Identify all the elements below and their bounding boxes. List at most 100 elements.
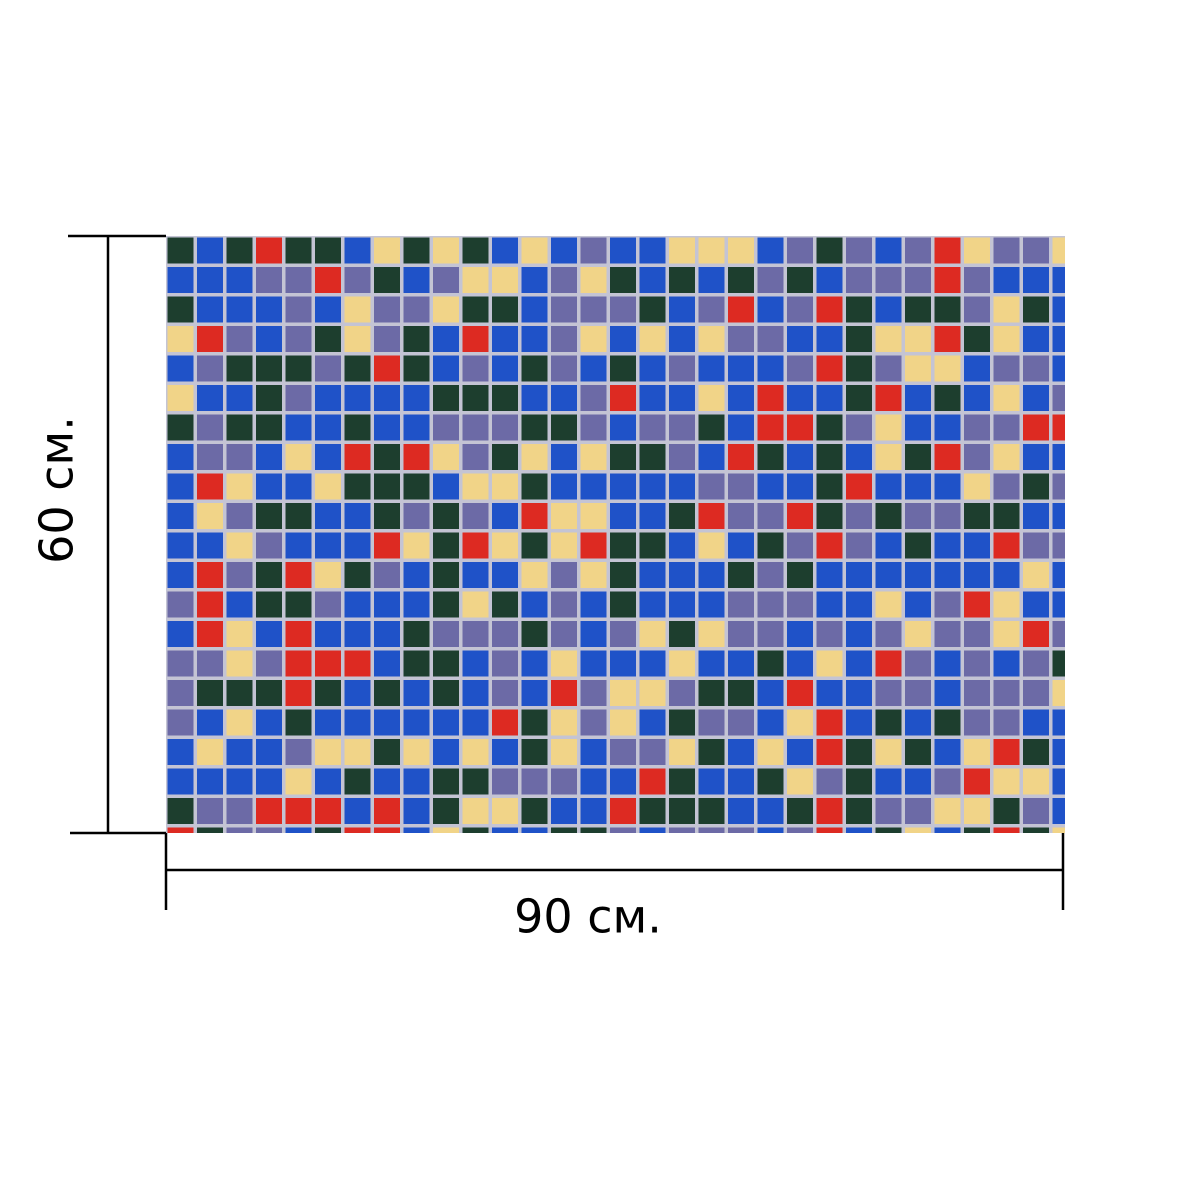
tile [226, 650, 253, 677]
tile [728, 827, 754, 833]
tile [610, 532, 636, 559]
tile [698, 296, 725, 323]
tile [551, 650, 577, 677]
tile [285, 680, 312, 706]
tile [580, 739, 607, 765]
tile [698, 739, 725, 765]
tile [1023, 827, 1049, 833]
tile [462, 827, 489, 833]
tile [167, 621, 194, 647]
tile [374, 591, 400, 618]
tile [433, 680, 459, 706]
tile [285, 473, 312, 500]
tile [639, 385, 666, 411]
tile [226, 591, 253, 618]
tile [315, 709, 341, 736]
tile [374, 827, 400, 833]
tile [580, 473, 607, 500]
tile [285, 532, 312, 559]
tile [1052, 621, 1065, 647]
tile [1023, 798, 1049, 824]
tile [403, 739, 430, 765]
tile [433, 473, 459, 500]
tile [905, 473, 931, 500]
tile [344, 385, 371, 411]
tile [757, 237, 784, 264]
tile [846, 591, 872, 618]
tile [580, 827, 607, 833]
tile [521, 414, 548, 441]
tile [167, 296, 194, 323]
tile [698, 473, 725, 500]
tile [256, 296, 282, 323]
tile [993, 591, 1020, 618]
tile [285, 827, 312, 833]
tile [374, 414, 400, 441]
tile [580, 532, 607, 559]
tile [757, 326, 784, 352]
tile [197, 385, 223, 411]
tile [964, 296, 990, 323]
tile [846, 473, 872, 500]
tile [256, 385, 282, 411]
tile [521, 768, 548, 795]
tile [197, 680, 223, 706]
tile [197, 532, 223, 559]
tile [462, 414, 489, 441]
tile [462, 503, 489, 529]
tile [905, 267, 931, 293]
tile [787, 296, 813, 323]
tile [610, 768, 636, 795]
tile [492, 532, 518, 559]
tile [934, 473, 961, 500]
tile [934, 562, 961, 588]
tile [610, 444, 636, 470]
tile [669, 768, 695, 795]
tile [492, 355, 518, 382]
tile [993, 709, 1020, 736]
tile [875, 650, 902, 677]
tile [639, 827, 666, 833]
tile [816, 709, 843, 736]
tile [551, 444, 577, 470]
tile [521, 709, 548, 736]
tile [816, 827, 843, 833]
tile [344, 827, 371, 833]
width-label: 90 см. [514, 890, 662, 944]
tile [787, 650, 813, 677]
tile [639, 768, 666, 795]
tile [787, 709, 813, 736]
tile [610, 709, 636, 736]
tile [610, 798, 636, 824]
tile [993, 296, 1020, 323]
tile [757, 532, 784, 559]
tile [787, 827, 813, 833]
tile [1023, 385, 1049, 411]
tile [492, 562, 518, 588]
tile [315, 326, 341, 352]
tile [1052, 503, 1065, 529]
tile [197, 709, 223, 736]
tile [757, 473, 784, 500]
tile [167, 355, 194, 382]
tile [256, 798, 282, 824]
tile [639, 237, 666, 264]
tile [521, 503, 548, 529]
tile [875, 709, 902, 736]
tile [315, 621, 341, 647]
tile [374, 798, 400, 824]
tile [905, 621, 931, 647]
tile [315, 680, 341, 706]
tile [285, 798, 312, 824]
tile [669, 650, 695, 677]
tile [580, 296, 607, 323]
tile [1023, 768, 1049, 795]
tile [462, 768, 489, 795]
tile [197, 473, 223, 500]
tile [639, 798, 666, 824]
tile [875, 532, 902, 559]
tile [610, 237, 636, 264]
tile [403, 355, 430, 382]
tile [905, 355, 931, 382]
tile [698, 709, 725, 736]
